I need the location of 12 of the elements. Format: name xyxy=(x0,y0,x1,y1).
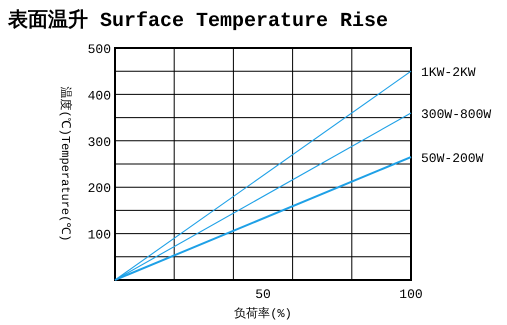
y-tick-label: 500 xyxy=(88,42,111,57)
y-tick-label: 100 xyxy=(88,228,111,243)
y-tick-label: 400 xyxy=(88,88,111,104)
series-label: 300W-800W xyxy=(421,106,492,122)
y-tick-label: 300 xyxy=(88,134,111,150)
series-label: 1KW-2KW xyxy=(421,65,476,80)
chart-title: 表面温升 Surface Temperature Rise xyxy=(7,8,388,33)
x-axis-title: 负荷率(%) xyxy=(234,306,292,321)
y-tick-label: 200 xyxy=(88,181,111,196)
y-axis-title: 温度(℃)Temperature(℃) xyxy=(58,86,73,242)
series-label: 50W-200W xyxy=(421,151,484,166)
x-tick-label: 50 xyxy=(255,287,271,302)
